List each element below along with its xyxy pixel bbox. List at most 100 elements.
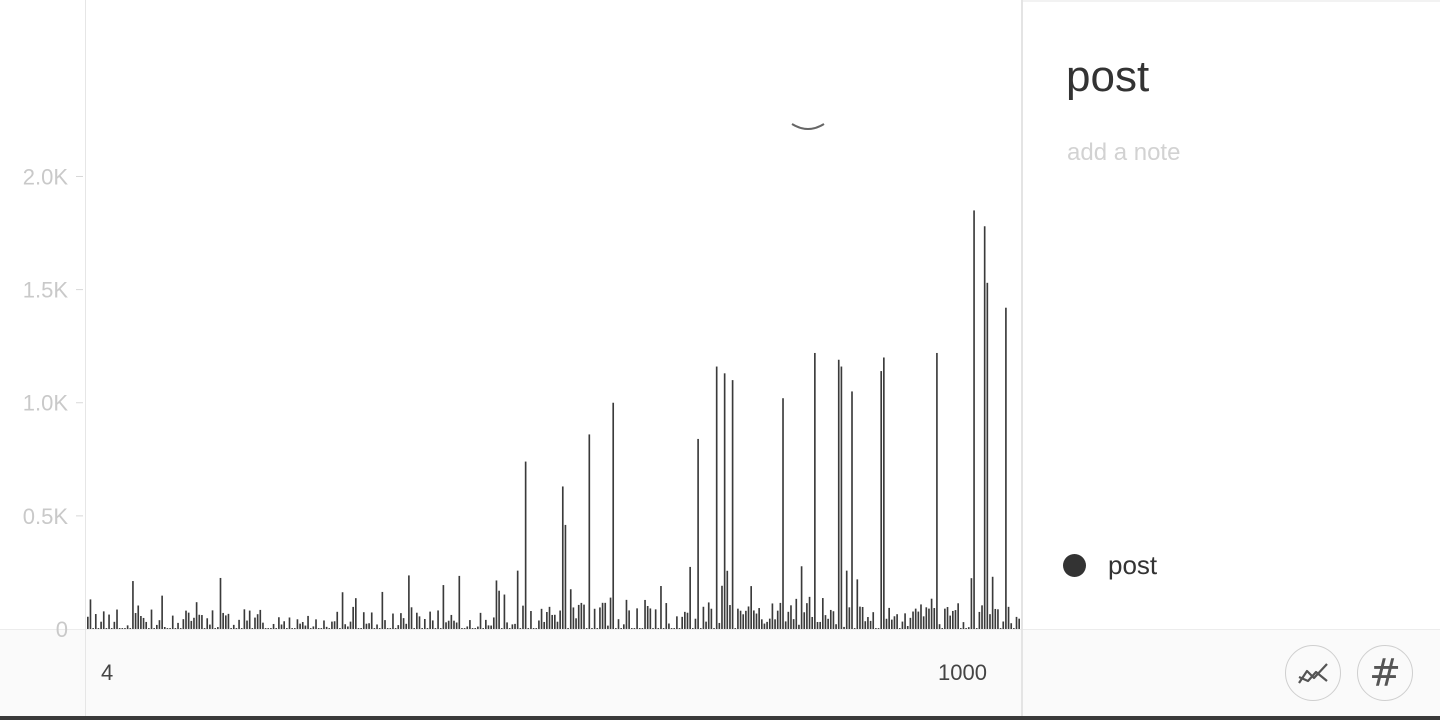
bar (256, 614, 259, 629)
legend-item[interactable]: post (1063, 550, 1157, 581)
bar (994, 608, 997, 629)
bar (394, 628, 397, 629)
bar (307, 615, 309, 629)
add-note-field[interactable]: add a note (1067, 139, 1181, 166)
bar (625, 599, 628, 629)
bar (421, 628, 423, 629)
bar (803, 612, 806, 629)
bar (821, 598, 824, 629)
bar (575, 618, 577, 629)
bar (118, 628, 121, 629)
bar (983, 226, 986, 629)
bar (293, 628, 296, 629)
bar (758, 608, 760, 629)
bar (370, 612, 373, 629)
bar (492, 617, 495, 629)
bar (832, 611, 835, 629)
bar (463, 628, 466, 629)
bar (676, 616, 678, 629)
bar (434, 628, 437, 629)
bar (742, 614, 745, 629)
bar (835, 624, 837, 629)
bar (524, 461, 527, 629)
bar (195, 602, 198, 629)
bar (142, 617, 145, 629)
bar (198, 614, 201, 629)
bar (824, 615, 827, 629)
bar (113, 621, 116, 629)
bar (699, 628, 702, 629)
bar (734, 628, 737, 629)
bar (243, 609, 246, 629)
loading-spinner-icon (791, 123, 825, 130)
bar (936, 352, 938, 629)
bar (352, 606, 354, 629)
bar (381, 591, 384, 629)
bar (861, 606, 864, 629)
bar (474, 628, 477, 629)
x-tick-label: 4 (101, 660, 114, 685)
bar (1005, 307, 1007, 629)
y-tick-label: 2.0K (23, 164, 69, 189)
bar (978, 611, 981, 629)
bar (811, 616, 814, 629)
bar (254, 617, 256, 629)
bar (622, 624, 625, 629)
bar (174, 628, 177, 629)
y-axis-line (85, 0, 86, 716)
bar (572, 607, 575, 629)
bar (890, 619, 893, 629)
bar (745, 610, 747, 629)
bar (317, 628, 320, 629)
bar (217, 627, 219, 629)
bar (445, 622, 447, 629)
bar (126, 625, 129, 629)
bar (792, 619, 795, 629)
bar (487, 625, 490, 629)
bar (116, 609, 118, 629)
bar (551, 614, 553, 629)
bar (604, 602, 607, 629)
bar (185, 610, 187, 629)
bar (641, 628, 644, 629)
bar (325, 626, 328, 629)
bar (684, 611, 686, 629)
bar (357, 628, 360, 629)
bar (707, 602, 710, 629)
bar (673, 628, 676, 629)
number-view-button[interactable]: # (1357, 645, 1413, 701)
bar (665, 603, 668, 629)
bar (511, 624, 514, 629)
bar (827, 618, 829, 629)
bar (495, 580, 498, 629)
bar (540, 608, 543, 629)
bar (938, 624, 941, 629)
bar (561, 486, 564, 629)
y-tick-label: 0 (56, 617, 68, 642)
bar (662, 628, 665, 629)
bar (163, 627, 166, 629)
bar (583, 604, 585, 629)
bar (389, 628, 392, 629)
bar (458, 575, 461, 629)
bar (957, 603, 959, 629)
bar (755, 613, 758, 629)
bar (713, 628, 715, 629)
bar (710, 608, 713, 629)
bar (615, 628, 617, 629)
line-view-button[interactable] (1285, 645, 1341, 701)
bar (638, 628, 641, 629)
bar (134, 613, 137, 629)
bar (87, 616, 89, 629)
bar (981, 605, 983, 629)
bar (286, 628, 288, 629)
bar (928, 608, 930, 629)
bar (705, 621, 707, 629)
bar (230, 628, 232, 629)
bar (108, 614, 110, 629)
bar (991, 576, 994, 629)
bar (416, 612, 418, 629)
bar (949, 615, 952, 629)
bar (543, 621, 546, 629)
bar (344, 624, 347, 629)
